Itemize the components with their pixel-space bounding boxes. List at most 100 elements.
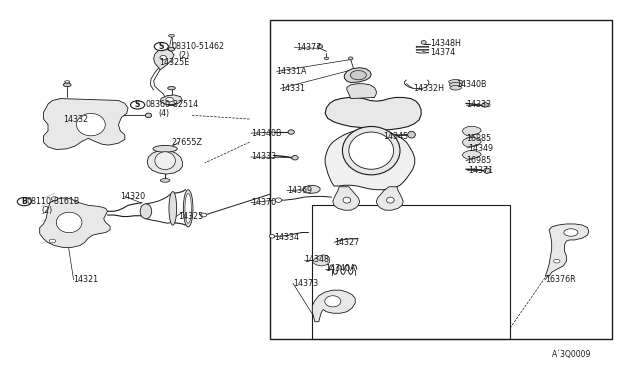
Ellipse shape: [269, 234, 275, 238]
Ellipse shape: [343, 197, 351, 203]
Text: 14332H: 14332H: [413, 84, 444, 93]
Polygon shape: [312, 255, 330, 266]
Text: 16985: 16985: [466, 156, 491, 165]
Text: A´3Q0009: A´3Q0009: [552, 350, 591, 359]
Text: 14345: 14345: [383, 132, 408, 141]
Ellipse shape: [349, 132, 394, 169]
Text: 14327: 14327: [334, 238, 359, 247]
Text: 27655Z: 27655Z: [172, 138, 202, 147]
Text: 14374: 14374: [430, 48, 455, 57]
Polygon shape: [44, 99, 128, 150]
Text: 14377: 14377: [296, 43, 321, 52]
Text: 08360-82514: 08360-82514: [146, 100, 199, 109]
Text: 14340A: 14340A: [325, 264, 356, 273]
Polygon shape: [462, 138, 481, 147]
Polygon shape: [462, 126, 481, 136]
Text: 16376R: 16376R: [545, 275, 576, 284]
Ellipse shape: [49, 239, 56, 243]
Text: 14371: 14371: [468, 166, 493, 175]
Ellipse shape: [155, 152, 175, 170]
Bar: [270, 20, 612, 339]
Polygon shape: [462, 151, 481, 159]
Ellipse shape: [554, 259, 560, 263]
Ellipse shape: [154, 42, 168, 51]
Ellipse shape: [65, 81, 70, 83]
Text: S: S: [135, 100, 140, 109]
Polygon shape: [303, 185, 320, 193]
Ellipse shape: [169, 192, 177, 225]
Ellipse shape: [56, 212, 82, 233]
Text: 08110-8161B: 08110-8161B: [27, 197, 80, 206]
Polygon shape: [347, 84, 376, 99]
Ellipse shape: [185, 193, 191, 223]
Ellipse shape: [168, 47, 175, 51]
Ellipse shape: [288, 130, 294, 134]
Ellipse shape: [275, 198, 282, 202]
Ellipse shape: [564, 229, 578, 236]
Ellipse shape: [408, 131, 415, 138]
Ellipse shape: [160, 179, 170, 182]
Text: 14325: 14325: [178, 212, 203, 221]
Ellipse shape: [450, 86, 461, 90]
Ellipse shape: [387, 197, 394, 203]
Ellipse shape: [200, 213, 207, 217]
Ellipse shape: [77, 113, 105, 136]
Ellipse shape: [342, 126, 400, 175]
Text: 14373: 14373: [293, 279, 318, 288]
Polygon shape: [312, 290, 355, 322]
Text: 14331: 14331: [280, 84, 305, 93]
Text: 14369: 14369: [287, 186, 312, 195]
Text: 14333: 14333: [466, 100, 491, 109]
Polygon shape: [344, 68, 371, 83]
Text: 08310-51462: 08310-51462: [172, 42, 225, 51]
Text: 14348: 14348: [304, 255, 329, 264]
Ellipse shape: [17, 198, 31, 206]
Text: 14332: 14332: [63, 115, 88, 124]
Polygon shape: [147, 150, 182, 174]
Text: 14334: 14334: [274, 233, 299, 242]
Polygon shape: [325, 129, 415, 190]
Text: 14321: 14321: [74, 275, 99, 284]
Ellipse shape: [183, 190, 193, 227]
Ellipse shape: [160, 55, 166, 60]
Polygon shape: [376, 187, 403, 210]
Polygon shape: [325, 97, 421, 130]
Ellipse shape: [166, 97, 173, 102]
Text: (4): (4): [159, 109, 170, 118]
Ellipse shape: [169, 34, 174, 37]
Ellipse shape: [325, 296, 341, 307]
Ellipse shape: [153, 145, 177, 152]
Text: S: S: [159, 42, 164, 51]
Ellipse shape: [421, 41, 426, 44]
Ellipse shape: [145, 113, 152, 118]
Ellipse shape: [324, 57, 329, 60]
Polygon shape: [40, 198, 110, 247]
Text: 14340B: 14340B: [456, 80, 486, 89]
Polygon shape: [545, 224, 589, 276]
Text: B: B: [22, 197, 27, 206]
Ellipse shape: [168, 86, 175, 90]
Polygon shape: [154, 48, 174, 70]
Ellipse shape: [317, 45, 323, 48]
Ellipse shape: [131, 101, 145, 109]
Polygon shape: [160, 95, 182, 105]
Text: (2): (2): [178, 51, 189, 60]
Text: 14331A: 14331A: [276, 67, 307, 76]
Text: 16885: 16885: [466, 134, 491, 143]
Ellipse shape: [351, 71, 367, 80]
Ellipse shape: [140, 204, 152, 219]
Ellipse shape: [449, 83, 462, 87]
Text: 14320: 14320: [120, 192, 145, 201]
Ellipse shape: [349, 57, 353, 60]
Text: 14349: 14349: [468, 144, 493, 153]
Text: 14325E: 14325E: [159, 58, 189, 67]
Text: 14348H: 14348H: [430, 39, 461, 48]
Text: 14340B: 14340B: [251, 129, 282, 138]
Text: 14370: 14370: [251, 198, 276, 207]
Bar: [312, 205, 510, 339]
Ellipse shape: [63, 83, 71, 87]
Text: 14333: 14333: [251, 153, 276, 161]
Ellipse shape: [482, 103, 488, 107]
Ellipse shape: [292, 155, 298, 160]
Polygon shape: [333, 187, 360, 210]
